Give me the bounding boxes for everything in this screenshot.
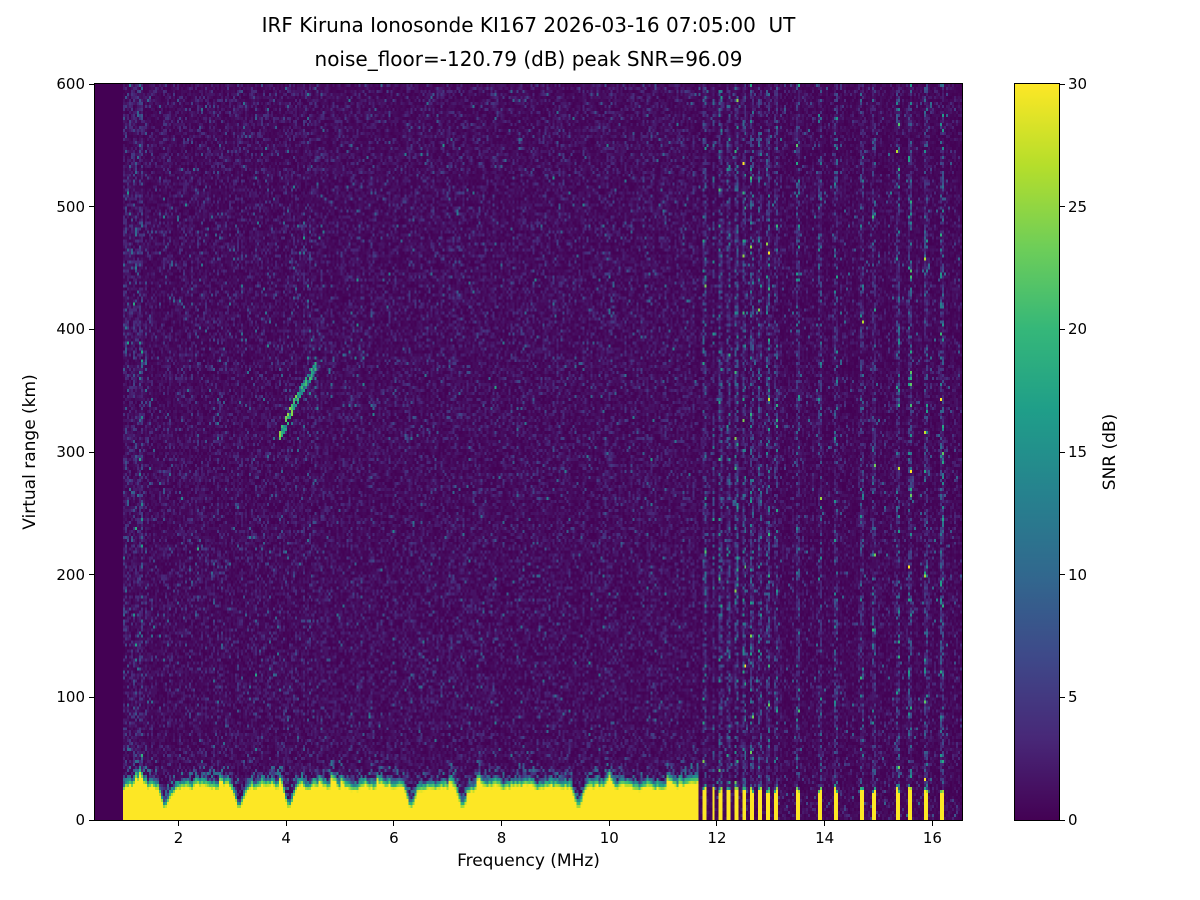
y-tick-label: 200: [56, 565, 85, 584]
x-axis-label: Frequency (MHz): [457, 851, 600, 871]
x-tick-label: 16: [922, 829, 942, 847]
x-tick-mark: [393, 821, 395, 826]
x-tick-label: 4: [281, 829, 291, 847]
y-tick-mark: [89, 819, 94, 821]
x-tick-label: 2: [173, 829, 184, 847]
colorbar-tick-label: 0: [1068, 811, 1078, 829]
colorbar-label: SNR (dB): [1100, 413, 1120, 491]
colorbar-tick-label: 25: [1068, 197, 1088, 216]
y-tick-mark: [89, 328, 94, 330]
ionogram-heatmap: [95, 84, 962, 820]
x-tick-label: 12: [707, 829, 727, 847]
x-tick-mark: [285, 821, 287, 826]
y-tick-label: 0: [75, 811, 85, 829]
y-tick-mark: [89, 451, 94, 453]
y-tick-label: 400: [56, 320, 85, 339]
x-tick-label: 8: [496, 829, 507, 847]
x-tick-label: 14: [815, 829, 835, 847]
y-tick-mark: [89, 83, 94, 85]
y-axis-label: Virtual range (km): [20, 374, 40, 530]
y-tick-label: 300: [56, 443, 85, 461]
colorbar-tick-mark: [1060, 451, 1065, 453]
colorbar-tick-mark: [1060, 819, 1065, 821]
x-tick-label: 6: [389, 829, 399, 847]
y-tick-label: 100: [56, 688, 85, 707]
y-tick-mark: [89, 206, 94, 208]
colorbar-tick-label: 10: [1068, 565, 1088, 584]
y-tick-label: 600: [56, 75, 85, 93]
y-tick-mark: [89, 696, 94, 698]
x-tick-mark: [824, 821, 826, 826]
figure-title-line1: IRF Kiruna Ionosonde KI167 2026-03-16 07…: [261, 13, 796, 37]
colorbar-tick-mark: [1060, 574, 1065, 576]
x-tick-mark: [931, 821, 933, 826]
colorbar-tick-label: 15: [1068, 443, 1088, 461]
colorbar-tick-mark: [1060, 696, 1065, 698]
x-tick-mark: [501, 821, 503, 826]
colorbar-tick-mark: [1060, 206, 1065, 208]
x-tick-label: 10: [599, 829, 619, 847]
colorbar-tick-label: 5: [1068, 688, 1078, 707]
y-tick-label: 500: [56, 197, 85, 216]
heatmap-plot-area: [94, 83, 963, 821]
x-tick-mark: [608, 821, 610, 826]
colorbar: [1014, 83, 1060, 821]
x-tick-mark: [716, 821, 718, 826]
colorbar-tick-label: 20: [1068, 320, 1088, 339]
figure-title-line2: noise_floor=-120.79 (dB) peak SNR=96.09: [314, 47, 743, 71]
colorbar-tick-mark: [1060, 83, 1065, 85]
colorbar-tick-label: 30: [1068, 75, 1088, 93]
y-tick-mark: [89, 574, 94, 576]
x-tick-mark: [177, 821, 179, 826]
colorbar-tick-mark: [1060, 328, 1065, 330]
